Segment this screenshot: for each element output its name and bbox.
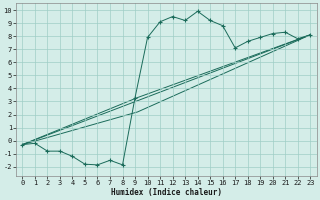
X-axis label: Humidex (Indice chaleur): Humidex (Indice chaleur) (111, 188, 222, 197)
